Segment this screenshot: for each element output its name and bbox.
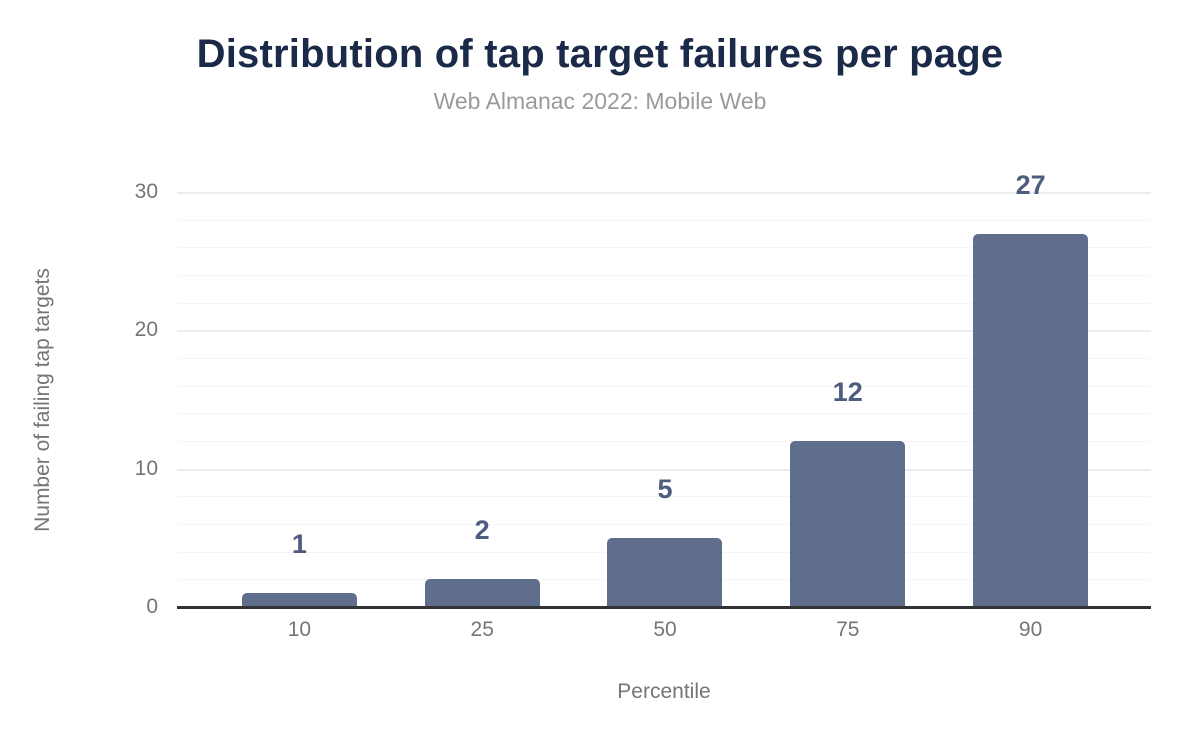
x-axis-title: Percentile [617,680,711,703]
bar-slot: 1 [208,192,391,607]
bar-value-label: 12 [832,377,863,407]
bar-slot: 27 [939,171,1122,607]
x-axis-line [177,606,1151,609]
bar-value-label: 5 [657,473,673,504]
y-axis-ticks: 0 10 20 30 [0,180,158,618]
bar-75[interactable] [790,441,906,607]
y-tick-label: 10 [134,456,158,480]
bar-slot: 2 [391,192,574,607]
chart-subtitle: Web Almanac 2022: Mobile Web [433,88,767,114]
minor-gridline [177,524,1151,525]
bar-value-label: 1 [291,529,307,560]
minor-gridline [177,413,1151,415]
y-tick-label: 20 [134,318,158,342]
bar-25[interactable] [424,579,540,607]
bar-value-label: 2 [474,515,490,546]
y-tick-label: 30 [134,180,158,203]
minor-gridline [177,302,1151,304]
minor-gridline [177,275,1151,276]
plot-area: 1 2 5 12 27 [177,171,1151,609]
major-gridline [177,468,1151,471]
x-tick-label: 50 [653,618,677,641]
x-tick-label: 10 [287,618,312,641]
bar-90[interactable] [973,233,1089,607]
bar-slot: 12 [756,192,939,607]
x-tick-label: 25 [470,618,494,641]
bar-value-label: 27 [1015,169,1046,200]
x-tick-label: 75 [836,618,860,641]
chart-title: Distribution of tap target failures per … [196,32,1004,76]
bars-container: 1 2 5 12 27 [208,171,1122,607]
bar-10[interactable] [241,593,357,607]
minor-gridline [177,441,1151,442]
minor-gridline [177,385,1151,387]
x-axis-ticks: 10 25 50 75 90 [208,618,1122,642]
minor-gridline [177,247,1151,249]
minor-gridline [177,219,1151,221]
minor-gridline [177,496,1151,498]
bar-50[interactable] [607,537,723,607]
bar-slot: 5 [574,192,757,607]
x-tick-label: 90 [1018,618,1043,641]
y-tick-label: 0 [146,595,158,618]
major-gridline [177,192,1151,194]
minor-gridline [177,358,1151,359]
major-gridline [177,330,1151,333]
